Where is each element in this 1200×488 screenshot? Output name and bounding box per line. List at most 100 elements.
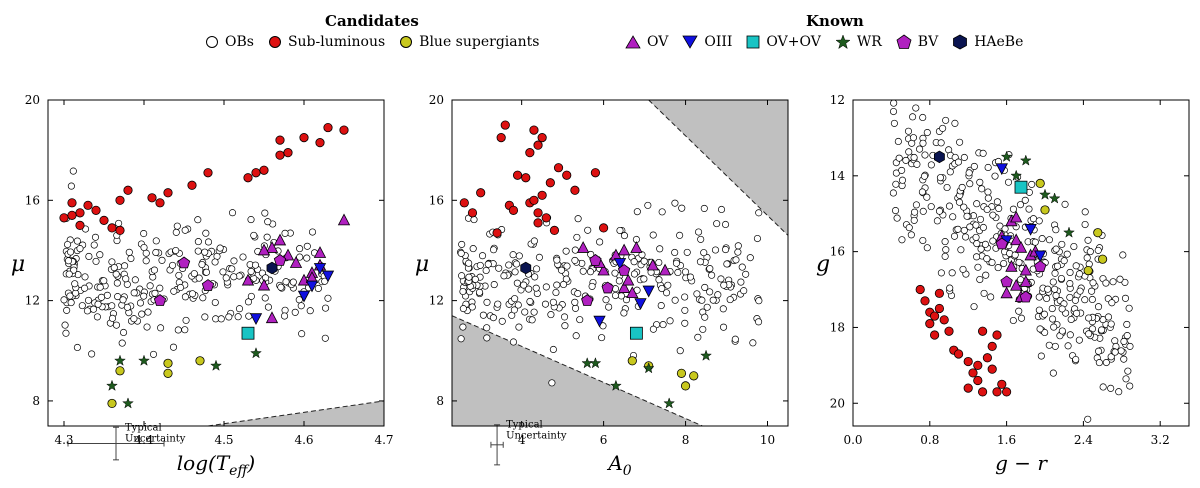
blue-supergiant-circle-icon <box>400 36 413 48</box>
ob-point <box>701 313 709 321</box>
ob-point <box>143 323 151 331</box>
ob-point <box>927 161 935 169</box>
ob-point <box>984 163 992 172</box>
ob-point <box>571 304 580 312</box>
ob-point <box>656 245 664 253</box>
ob-point <box>96 283 104 291</box>
ob-point <box>970 303 978 311</box>
ob-point <box>966 223 974 231</box>
ob-point <box>194 216 202 224</box>
ob-point <box>65 270 73 278</box>
ob-point <box>471 275 479 283</box>
sub-point <box>987 341 997 351</box>
ob-point <box>923 128 931 137</box>
ob-point <box>993 198 1001 206</box>
ob-point <box>202 268 211 276</box>
sub-point <box>977 387 988 397</box>
ob-point <box>630 258 638 266</box>
ob-point <box>676 231 684 239</box>
ob-point <box>989 211 997 219</box>
legend-item-wr: WR <box>835 34 882 50</box>
ob-point <box>706 288 714 296</box>
ob-point <box>176 283 185 292</box>
ob-point <box>974 263 982 271</box>
bsg-point <box>1093 228 1103 238</box>
ob-point <box>201 313 209 321</box>
ob-point <box>173 222 181 230</box>
ob-point <box>905 148 913 156</box>
ob-point <box>1111 348 1119 356</box>
ob-point <box>892 180 900 188</box>
sub-point <box>934 303 945 314</box>
wr-point <box>210 359 222 371</box>
y-tick-label: 16 <box>830 245 845 259</box>
ob-point <box>611 269 619 277</box>
ob-point <box>533 265 541 273</box>
ob-point <box>907 231 915 239</box>
ob-point <box>708 271 716 279</box>
ob-point <box>119 328 128 337</box>
ob-point <box>225 313 233 321</box>
oiii-point <box>593 315 606 328</box>
legend-item-sub-luminous: Sub-luminous <box>268 34 385 50</box>
ov-point <box>617 243 631 256</box>
ob-point <box>1060 257 1068 265</box>
y-tick-label: 16 <box>429 193 444 207</box>
ob-point <box>674 268 682 277</box>
axes-frame <box>451 99 789 427</box>
ob-point <box>66 292 74 300</box>
ob-point <box>78 302 86 310</box>
x-tick-label: 1.6 <box>997 433 1016 447</box>
ob-point <box>943 183 951 192</box>
ob-point <box>264 303 272 311</box>
ob-point <box>250 231 258 239</box>
ob-point <box>1052 226 1060 234</box>
ob-point <box>1015 258 1023 266</box>
ov-point <box>273 233 287 246</box>
ob-point <box>140 243 148 252</box>
ob-point <box>671 199 679 207</box>
ob-point <box>890 119 898 127</box>
ob-point <box>298 330 306 338</box>
sub-point <box>315 138 325 148</box>
ob-point <box>216 244 224 252</box>
ob-point <box>239 253 247 261</box>
sub-point <box>915 284 925 295</box>
ob-point <box>671 248 679 257</box>
ob-point <box>127 254 135 263</box>
sub-point <box>500 120 510 130</box>
ov-point <box>257 243 271 256</box>
ob-point <box>547 311 555 319</box>
ob-point <box>64 240 72 249</box>
ob-point <box>69 167 77 175</box>
ob-point <box>945 202 954 210</box>
ob-point <box>910 216 918 224</box>
ob-point <box>659 321 667 329</box>
ob-point <box>228 209 237 217</box>
ob-point <box>939 124 947 132</box>
ob-point <box>956 138 964 146</box>
ob-point <box>933 217 941 225</box>
ob-point <box>681 306 689 314</box>
ob-point <box>169 261 177 269</box>
ob-point <box>1123 320 1131 328</box>
ob-point <box>693 290 701 298</box>
ob-point <box>100 277 108 285</box>
ob-point <box>1049 315 1057 323</box>
ob-point <box>671 296 679 304</box>
bsg-point <box>163 368 173 378</box>
ob-point <box>1050 323 1058 331</box>
ob-point <box>515 252 523 260</box>
oiii-point <box>321 270 335 283</box>
ob-point <box>972 221 980 229</box>
ob-point <box>979 223 987 232</box>
ob-point <box>1016 201 1025 209</box>
square-icon <box>747 35 760 49</box>
known-legend-title: Known <box>806 12 864 30</box>
bsg-point <box>1040 205 1050 215</box>
ob-point <box>954 158 963 166</box>
ob-point <box>511 295 519 303</box>
ob-point <box>919 207 927 215</box>
ov-point <box>1005 259 1018 272</box>
sub-point <box>533 208 543 218</box>
